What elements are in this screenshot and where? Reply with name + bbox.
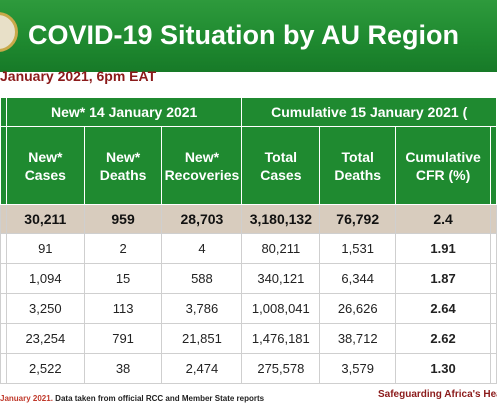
- cell-cfr: 1.91: [395, 233, 491, 264]
- table-row: 1,094 15 588 340,121 6,344 1.87: [0, 263, 497, 294]
- cell-new-cases: 3,250: [5, 293, 85, 324]
- table-row: 91 2 4 80,211 1,531 1.91: [0, 233, 497, 264]
- col-new-deaths: New* Deaths: [83, 126, 163, 205]
- cell-total-deaths: 38,712: [319, 323, 397, 354]
- page-title: COVID-19 Situation by AU Region: [28, 20, 460, 50]
- covid-table: New* 14 January 2021 Cumulative 15 Janua…: [0, 97, 497, 384]
- table-row: 2,522 38 2,474 275,578 3,579 1.30: [0, 353, 497, 384]
- cell-new-deaths: 113: [83, 293, 163, 324]
- cell-new-cases: 23,254: [5, 323, 85, 354]
- group-header-row: New* 14 January 2021 Cumulative 15 Janua…: [0, 97, 497, 127]
- new-group-header: New* 14 January 2021: [5, 97, 243, 127]
- cell-total-deaths: 6,344: [319, 263, 397, 294]
- extra-cell: [489, 353, 497, 384]
- col-total-cases: Total Cases: [241, 126, 321, 205]
- cell-total-deaths: 1,531: [319, 233, 397, 264]
- extra-column-stub: [489, 126, 497, 205]
- cell-new-deaths: 791: [83, 323, 163, 354]
- cumulative-group-header: Cumulative 15 January 2021 (: [241, 97, 497, 127]
- cell-cfr: 2.62: [395, 323, 491, 354]
- cell-total-cases: 1,008,041: [241, 293, 321, 324]
- table-row: 3,250 113 3,786 1,008,041 26,626 2.64: [0, 293, 497, 324]
- total-row: 30,211 959 28,703 3,180,132 76,792 2.4: [0, 204, 497, 234]
- cell-new-recoveries: 3,786: [161, 293, 243, 324]
- footer-source: Data taken from official RCC and Member …: [55, 394, 265, 403]
- cell-total-deaths: 3,579: [319, 353, 397, 384]
- footer-date: January 2021.: [0, 394, 53, 403]
- table-row: 23,254 791 21,851 1,476,181 38,712 2.62: [0, 323, 497, 354]
- cell-cfr: 1.30: [395, 353, 491, 384]
- column-header-row: New* Cases New* Deaths New* Recoveries T…: [0, 126, 497, 205]
- cell-total-cases: 3,180,132: [241, 204, 321, 234]
- cell-new-deaths: 2: [83, 233, 163, 264]
- cell-total-deaths: 26,626: [319, 293, 397, 324]
- cell-new-deaths: 15: [83, 263, 163, 294]
- col-new-recoveries: New* Recoveries: [161, 126, 243, 205]
- cell-new-recoveries: 588: [161, 263, 243, 294]
- cell-cfr: 2.4: [395, 204, 491, 234]
- cell-new-recoveries: 4: [161, 233, 243, 264]
- cell-new-cases: 2,522: [5, 353, 85, 384]
- extra-cell: [489, 233, 497, 264]
- cell-new-recoveries: 28,703: [161, 204, 243, 234]
- col-new-cases: New* Cases: [5, 126, 85, 205]
- cell-new-recoveries: 21,851: [161, 323, 243, 354]
- cell-new-deaths: 38: [83, 353, 163, 384]
- extra-cell: [489, 323, 497, 354]
- col-total-deaths: Total Deaths: [319, 126, 397, 205]
- report-date: January 2021, 6pm EAT: [0, 68, 157, 84]
- cell-new-cases: 30,211: [5, 204, 85, 234]
- extra-cell: [489, 263, 497, 294]
- cell-new-cases: 1,094: [5, 263, 85, 294]
- cell-total-cases: 80,211: [241, 233, 321, 264]
- cell-new-deaths: 959: [83, 204, 163, 234]
- au-logo-icon: [0, 12, 18, 52]
- cell-new-cases: 91: [5, 233, 85, 264]
- title-banner: COVID-19 Situation by AU Region: [0, 0, 497, 72]
- cell-new-recoveries: 2,474: [161, 353, 243, 384]
- cell-total-deaths: 76,792: [319, 204, 397, 234]
- col-cfr: Cumulative CFR (%): [395, 126, 491, 205]
- cell-cfr: 1.87: [395, 263, 491, 294]
- footer-source-note: January 2021. Data taken from official R…: [0, 394, 264, 403]
- cell-total-cases: 340,121: [241, 263, 321, 294]
- extra-cell: [489, 293, 497, 324]
- extra-cell: [489, 204, 497, 234]
- footer-tagline: Safeguarding Africa's Heal: [378, 389, 497, 400]
- cell-total-cases: 275,578: [241, 353, 321, 384]
- cell-cfr: 2.64: [395, 293, 491, 324]
- cell-total-cases: 1,476,181: [241, 323, 321, 354]
